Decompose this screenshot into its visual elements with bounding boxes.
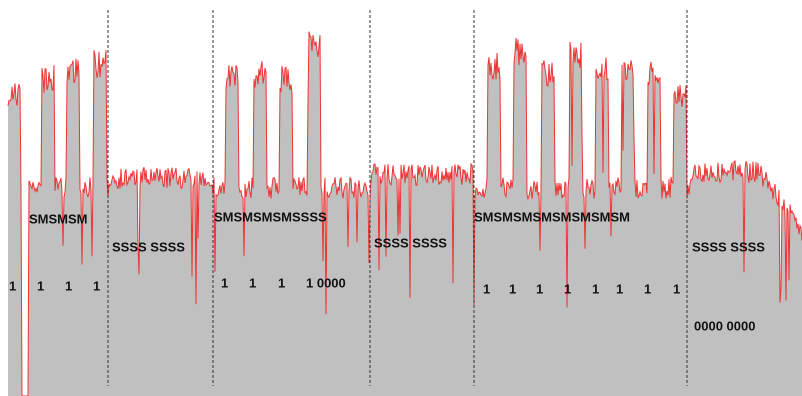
dividers — [107, 10, 688, 386]
label: 1 — [592, 281, 599, 296]
label: 1 — [93, 278, 100, 293]
label: 1 — [37, 278, 44, 293]
wave-line — [7, 31, 802, 396]
label: 1 — [221, 275, 228, 290]
label: 1 — [249, 275, 256, 290]
label: SMSMSM — [29, 211, 88, 226]
label: 1 0000 — [306, 275, 346, 290]
label: SMSMSMSMSMSMSMSM — [474, 209, 630, 224]
label: 1 — [564, 281, 571, 296]
label: SSSS SSSS — [692, 239, 765, 254]
label: 1 — [673, 281, 680, 296]
label: 1 — [483, 281, 490, 296]
label: 1 — [644, 281, 651, 296]
labels: SMSMSM SSSS SSSS 1 1 1 1 SMSMSMSMSSSS 1 … — [9, 209, 765, 333]
label: 1 — [509, 281, 516, 296]
label: 1 — [616, 281, 623, 296]
label: SSSS SSSS — [112, 239, 185, 254]
label: SMSMSMSMSSSS — [214, 209, 327, 224]
label: 1 — [65, 278, 72, 293]
label: 1 — [9, 278, 16, 293]
wave-fill — [8, 31, 802, 396]
label: 1 — [536, 281, 543, 296]
label: 1 — [278, 275, 285, 290]
label: 0000 0000 — [694, 318, 755, 333]
label: SSSS SSSS — [374, 235, 447, 250]
waveform — [7, 31, 802, 396]
